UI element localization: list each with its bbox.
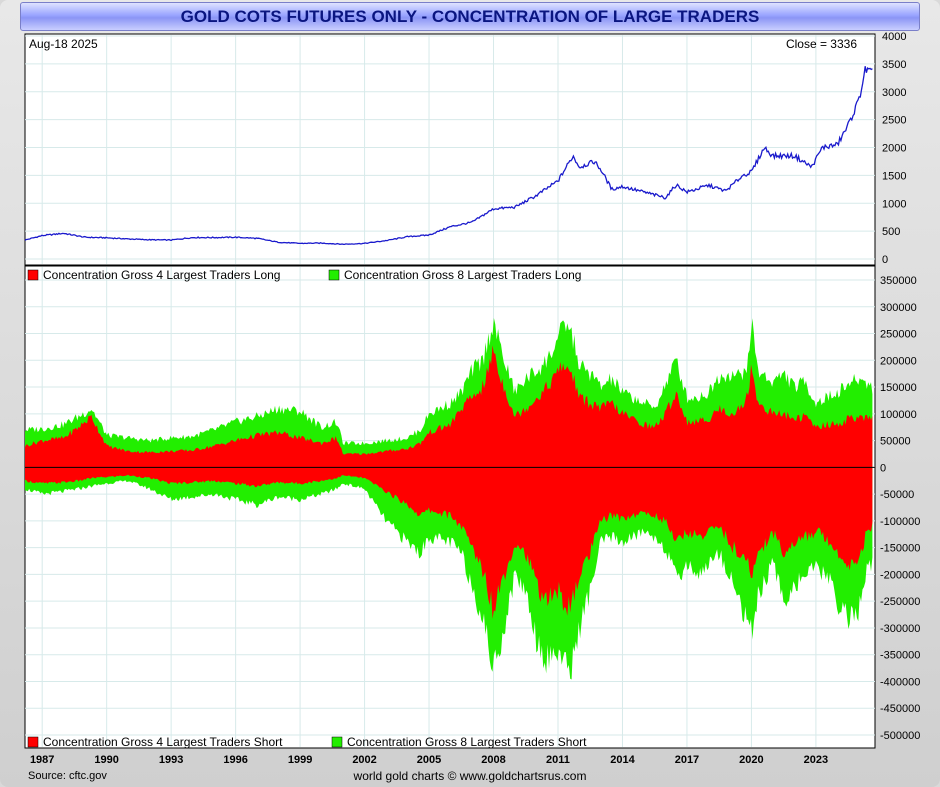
legend-label: Concentration Gross 4 Largest Traders Sh…	[43, 735, 283, 749]
conc-y-tick-label: -200000	[880, 569, 920, 581]
concentration-plot-area: 350000 300000 250000 200000 150000 100000 5000…	[24, 265, 920, 749]
conc-y-tick-label: -150000	[880, 543, 920, 555]
x-axis: 1987 1990 1993 1996 1999 2002 2005 2008 2011 2014…	[30, 754, 828, 766]
conc-y-tick-label: 100000	[880, 409, 917, 421]
x-tick-label: 2002	[352, 754, 376, 766]
x-tick-label: 2011	[546, 754, 570, 766]
price-y-tick-label: 500	[882, 226, 900, 238]
conc-y-tick-label: 0	[880, 462, 886, 474]
conc-y-tick-label: 350000	[880, 275, 917, 287]
legend-long: Concentration Gross 4 Largest Traders Lo…	[27, 268, 581, 282]
conc-y-tick-label: -350000	[880, 650, 920, 662]
legend-short: Concentration Gross 4 Largest Traders Sh…	[27, 735, 587, 749]
conc-y-tick-label: 50000	[880, 436, 911, 448]
concentration-y-axis: 350000 300000 250000 200000 150000 100000 5000…	[880, 275, 920, 742]
conc-y-tick-label: 250000	[880, 329, 917, 341]
x-tick-label: 2005	[417, 754, 441, 766]
price-y-tick-label: 0	[882, 254, 888, 266]
price-y-tick-label: 4000	[882, 31, 906, 43]
conc-y-tick-label: 200000	[880, 355, 917, 367]
legend-label: Concentration Gross 4 Largest Traders Lo…	[43, 268, 280, 282]
price-grid	[25, 35, 875, 264]
gross4-short-area	[25, 467, 873, 619]
close-label: Close = 3336	[786, 37, 857, 51]
legend-swatch	[331, 736, 343, 748]
x-tick-label: 2020	[739, 754, 763, 766]
price-plot-background	[24, 33, 876, 266]
conc-y-tick-label: -300000	[880, 623, 920, 635]
x-tick-label: 2023	[804, 754, 828, 766]
credit-label: world gold charts © www.goldchartsrus.co…	[353, 769, 587, 783]
conc-y-tick-label: -450000	[880, 703, 920, 715]
legend-label: Concentration Gross 8 Largest Traders Sh…	[347, 735, 587, 749]
price-plot-area: Aug-18 2025 Close = 3336 4000 3500 3000 250…	[24, 31, 906, 266]
x-tick-label: 1993	[159, 754, 183, 766]
x-tick-label: 2014	[610, 754, 635, 766]
x-tick-label: 2008	[481, 754, 505, 766]
gross8-short-area	[25, 467, 873, 680]
x-tick-label: 1999	[288, 754, 312, 766]
source-label: Source: cftc.gov	[28, 770, 107, 782]
legend-swatch	[27, 736, 39, 748]
x-tick-label: 1987	[30, 754, 54, 766]
x-tick-label: 2017	[675, 754, 699, 766]
gold-price-line	[24, 66, 873, 246]
price-y-tick-label: 2500	[882, 115, 906, 127]
concentration-areas	[25, 318, 873, 680]
price-y-tick-label: 3500	[882, 59, 906, 71]
legend-swatch	[27, 269, 39, 281]
legend-swatch	[328, 269, 340, 281]
chart-title: GOLD COTS FUTURES ONLY - CONCENTRATION O…	[20, 2, 920, 31]
legend-label: Concentration Gross 8 Largest Traders Lo…	[344, 268, 581, 282]
price-y-tick-label: 2000	[882, 143, 906, 155]
x-tick-label: 1990	[94, 754, 118, 766]
gross4-long-area	[25, 345, 873, 468]
conc-y-tick-label: -50000	[880, 489, 914, 501]
conc-y-tick-label: -400000	[880, 676, 920, 688]
conc-y-tick-label: 150000	[880, 382, 917, 394]
price-y-tick-label: 3000	[882, 87, 906, 99]
x-tick-label: 1996	[223, 754, 247, 766]
conc-y-tick-label: -250000	[880, 596, 920, 608]
date-label: Aug-18 2025	[29, 37, 98, 51]
price-y-axis: 4000 3500 3000 2500 2000 1500 1000 500 0	[882, 31, 906, 266]
price-y-tick-label: 1000	[882, 198, 906, 210]
conc-y-tick-label: -500000	[880, 730, 920, 742]
price-y-tick-label: 1500	[882, 170, 906, 182]
conc-y-tick-label: 300000	[880, 302, 917, 314]
conc-y-tick-label: -100000	[880, 516, 920, 528]
